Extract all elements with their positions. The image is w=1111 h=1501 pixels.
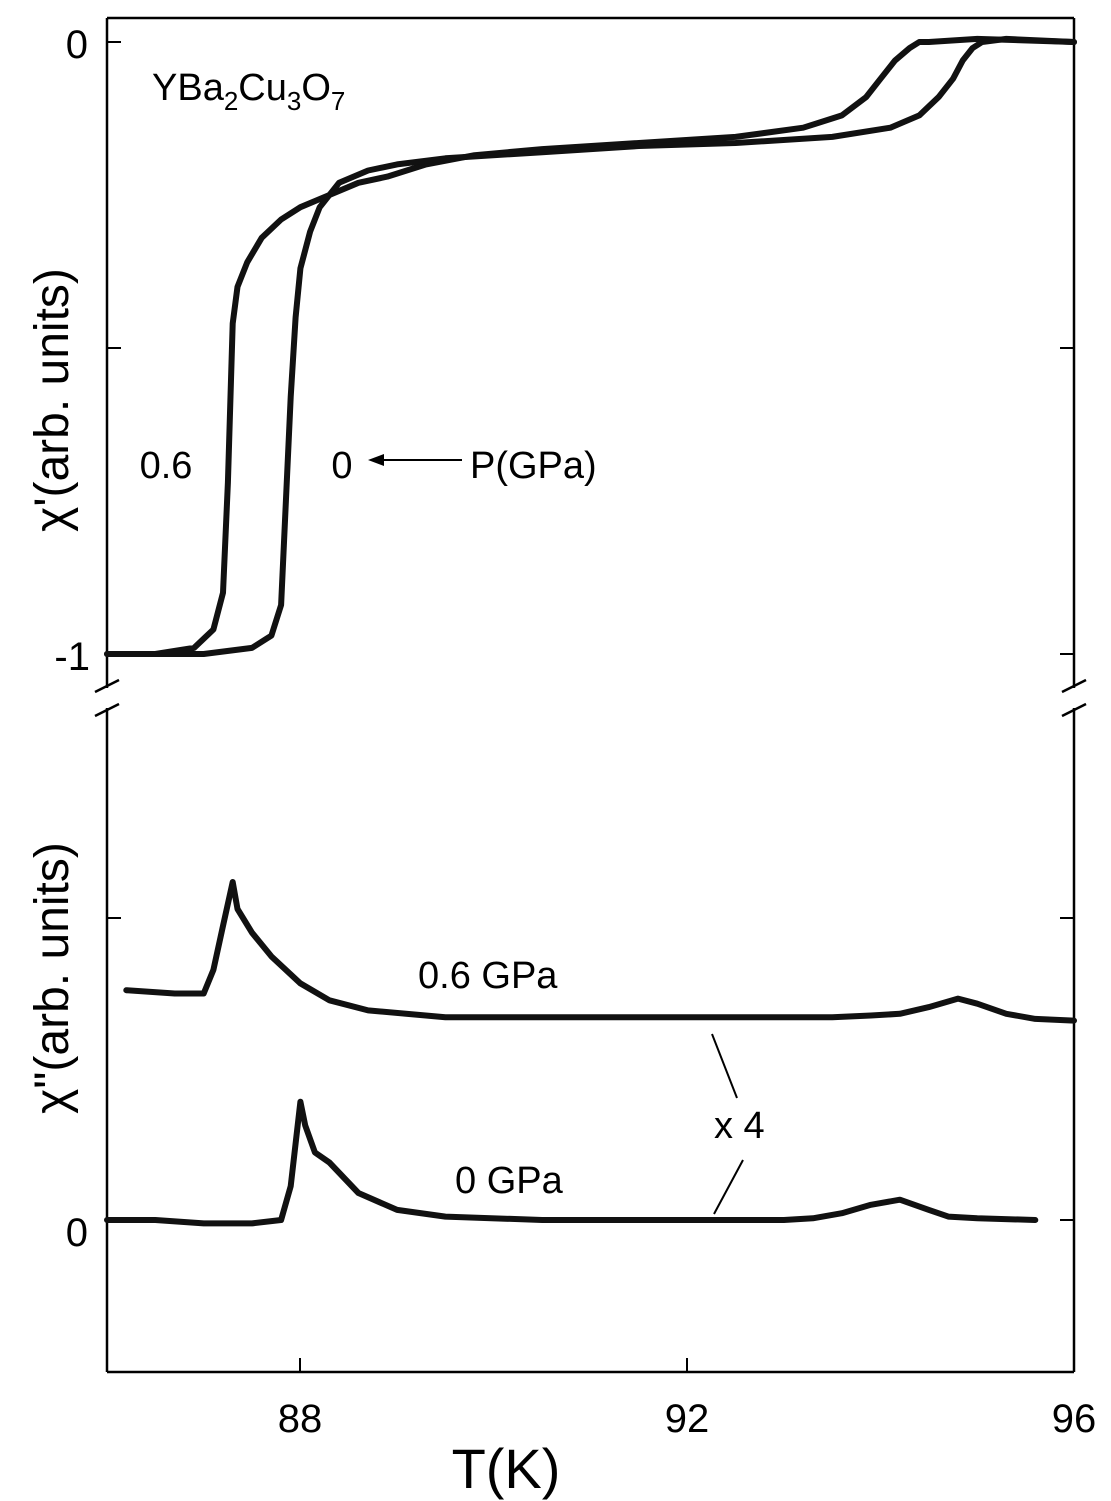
curve-label-0: 0 [331, 445, 352, 487]
x-tick-label-92: 92 [665, 1397, 710, 1441]
curve-label-0-gpa: 0 GPa [455, 1160, 564, 1202]
formula-text: Cu [238, 67, 287, 109]
axis-break-marks [94, 678, 1087, 718]
y-axis-label-top: χ'(arb. units) [26, 268, 79, 532]
y-tick-label-bottom-0: 0 [66, 1211, 88, 1255]
formula-text: YBa [152, 67, 225, 109]
y-tick-label-top-m1: -1 [54, 635, 90, 679]
scale-factor-pointer-upper [711, 1033, 738, 1099]
x-tick-label-96: 96 [1052, 1397, 1097, 1441]
pressure-arrow-head [368, 454, 384, 466]
plot-frame [105, 16, 1076, 1374]
formula-subscript: 3 [287, 86, 301, 116]
series-line-bottom-0.6gpa [123, 879, 1077, 1024]
formula-subscript: 2 [224, 86, 238, 116]
series-line-top-0.6gpa [104, 35, 1077, 657]
formula-subscript: 7 [331, 86, 345, 116]
y-axis-label-bottom: χ"(arb. units) [26, 842, 79, 1114]
scale-factor-label: x 4 [714, 1105, 765, 1147]
curve-label-0.6: 0.6 [140, 445, 193, 487]
axis-break-right-1 [1061, 678, 1087, 694]
compound-formula-label: YBa2Cu3O7 [152, 67, 345, 116]
y-tick-label-top-0: 0 [66, 23, 88, 67]
scale-factor-pointer-lower [713, 1159, 744, 1215]
series-line-bottom-0gpa [104, 1098, 1039, 1227]
pressure-unit-label: P(GPa) [470, 445, 597, 487]
series-line-top-0gpa [104, 35, 1077, 657]
axis-break-left-1 [94, 678, 120, 694]
x-axis-label: T(K) [452, 1437, 561, 1500]
formula-text: O [301, 67, 331, 109]
axis-ticks [107, 41, 1075, 1372]
axis-break-left-2 [94, 702, 120, 718]
curve-label-0.6-gpa: 0.6 GPa [418, 955, 558, 997]
axis-break-right-2 [1061, 702, 1087, 718]
x-tick-label-88: 88 [278, 1397, 323, 1441]
